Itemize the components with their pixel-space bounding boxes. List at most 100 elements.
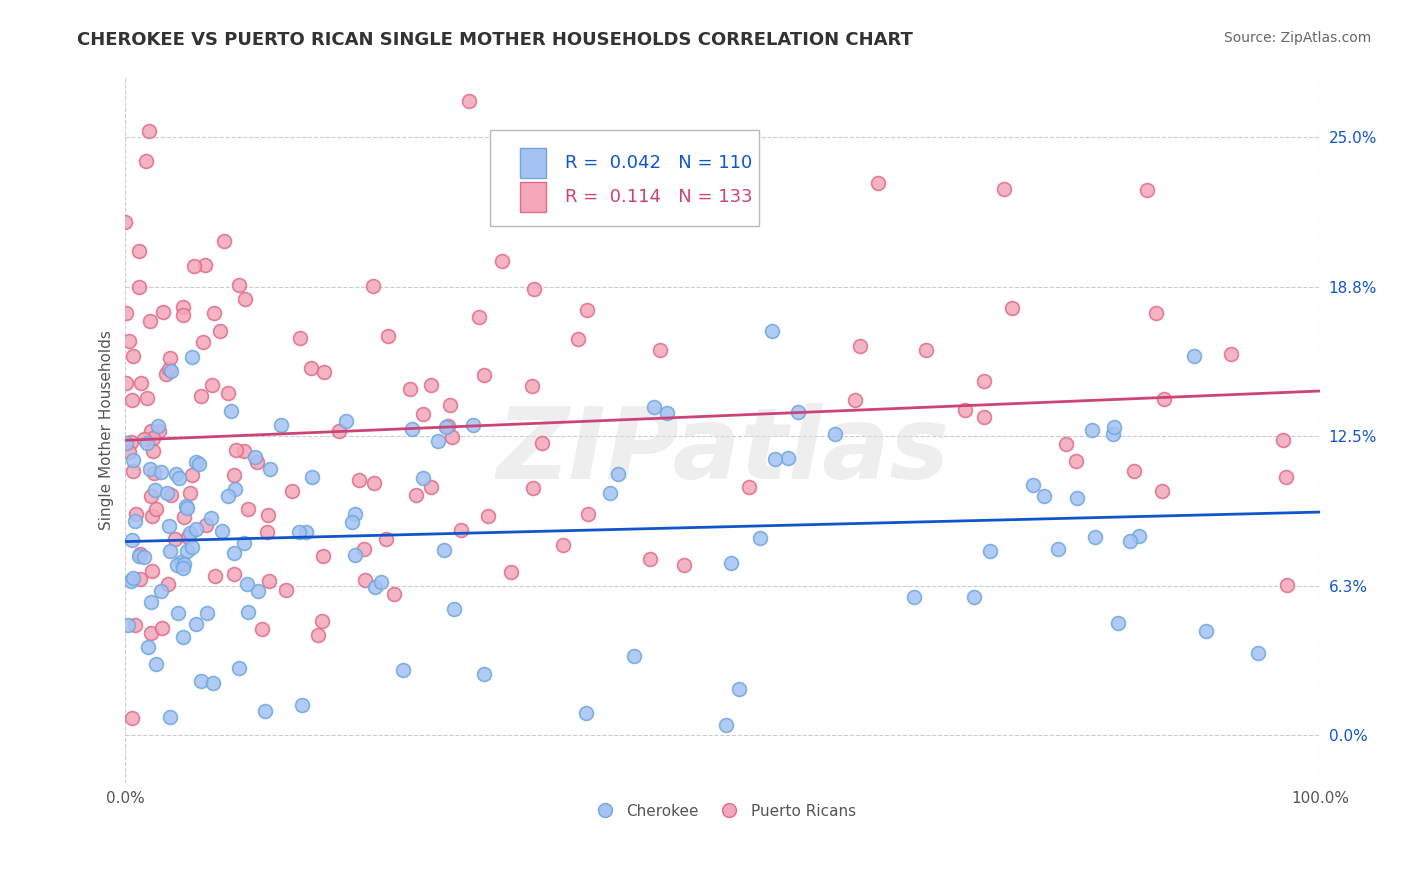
Point [129,572,152,586]
Point [224,467,246,482]
Point [179,525,201,540]
Point [149,584,172,599]
Point [159,351,181,365]
Point [246,455,269,469]
Point [194,518,217,533]
Point [347,473,370,487]
Point [763,452,786,467]
Point [443,602,465,616]
Point [437,419,460,434]
Point [176,544,198,558]
Point [787,405,810,419]
Point [1047,542,1070,557]
Point [121,349,143,363]
Point [212,234,235,248]
Bar [520,148,546,178]
Point [165,467,187,482]
Point [1054,437,1077,451]
Point [194,259,217,273]
Point [134,550,156,565]
Point [217,490,239,504]
Point [312,365,335,379]
Point [714,717,737,731]
Point [138,640,160,655]
Point [202,306,225,320]
Text: R =  0.042   N = 110: R = 0.042 N = 110 [565,153,752,172]
Point [1247,646,1270,660]
Point [290,331,312,345]
Point [155,368,177,382]
Point [412,471,434,485]
Point [419,377,441,392]
Point [551,537,574,551]
Point [177,530,200,544]
Point [915,343,938,358]
Point [280,483,302,498]
Point [172,630,194,644]
Point [211,524,233,538]
Point [250,622,273,636]
Point [657,406,679,420]
Point [1144,306,1167,320]
Point [270,417,292,432]
Point [440,430,463,444]
Point [953,403,976,417]
Point [180,468,202,483]
Point [288,524,311,539]
Point [128,244,150,258]
Point [501,565,523,579]
Point [353,541,375,556]
Point [903,590,925,604]
Point [136,436,159,450]
Point [159,709,181,723]
Point [1066,454,1088,468]
Point [433,543,456,558]
Point [190,389,212,403]
Point [1080,423,1102,437]
Point [201,377,224,392]
Point [209,324,232,338]
Point [401,422,423,436]
Point [232,536,254,550]
Point [477,508,499,523]
Point [142,432,165,446]
Point [129,376,152,390]
Point [1275,470,1298,484]
Point [1220,346,1243,360]
Point [299,361,322,376]
Point [141,489,163,503]
Point [114,215,136,229]
Point [146,418,169,433]
Point [141,564,163,578]
Point [117,618,139,632]
Point [363,279,385,293]
Point [382,587,405,601]
Point [1152,484,1174,499]
Point [138,124,160,138]
Y-axis label: Single Mother Households: Single Mother Households [100,330,114,530]
Point [599,486,621,500]
Point [224,566,246,581]
Point [643,401,665,415]
Point [578,507,600,521]
Point [228,278,250,293]
Point [188,458,211,472]
Point [145,502,167,516]
Point [117,445,139,459]
Point [290,698,312,712]
Point [363,476,385,491]
Point [761,324,783,338]
Point [623,649,645,664]
Point [720,556,742,570]
Point [274,583,297,598]
Point [728,682,751,697]
Point [156,577,179,591]
FancyBboxPatch shape [489,130,759,226]
Point [120,574,142,589]
Point [344,548,367,562]
Point [167,471,190,485]
Point [128,547,150,561]
Point [124,618,146,632]
Point [143,483,166,497]
Point [472,667,495,681]
